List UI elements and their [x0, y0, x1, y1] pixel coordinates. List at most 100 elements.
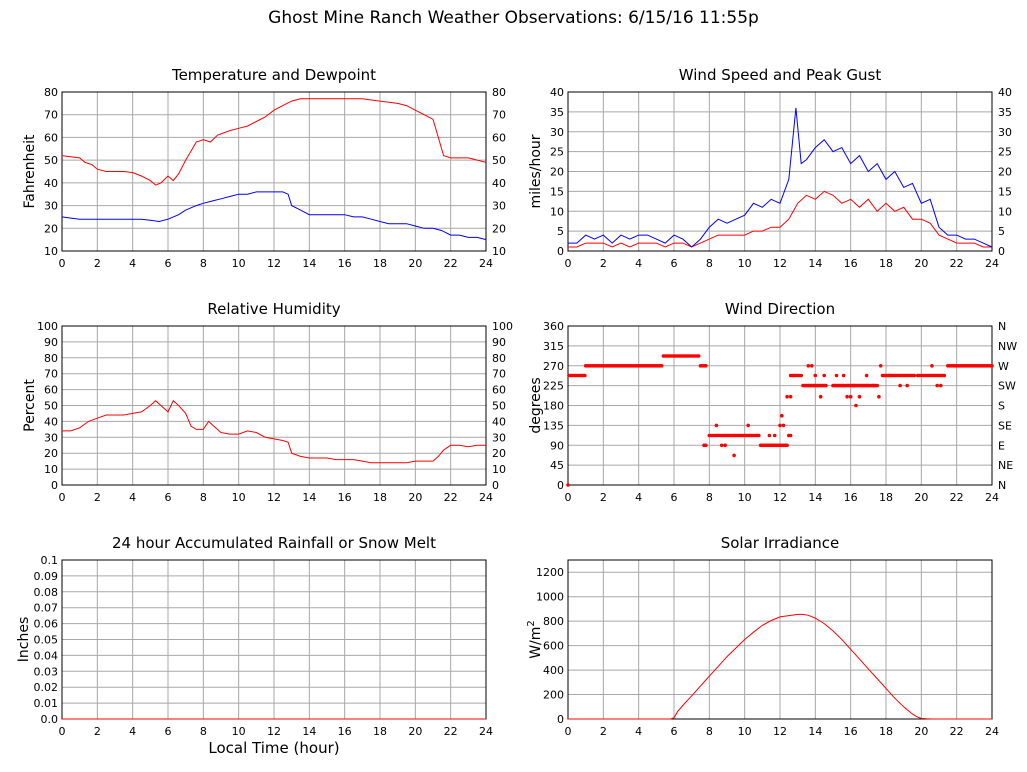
direction-point [930, 364, 934, 368]
direction-point [905, 383, 909, 388]
y-tick-label: 0.05 [34, 634, 59, 647]
x-tick-label: 6 [671, 257, 678, 270]
y-tick-label: 0.03 [34, 665, 59, 678]
direction-point [824, 383, 828, 388]
x-tick-label: 8 [200, 725, 207, 738]
direction-point [845, 394, 849, 399]
y-axis-label: miles/hour [528, 134, 544, 208]
right-tick-label: 40 [998, 86, 1012, 99]
series-line-0 [61, 98, 487, 186]
y-axis-label-text: W/m [528, 627, 544, 659]
y-tick-label: 0 [51, 479, 58, 492]
x-tick-label: 6 [671, 491, 678, 504]
x-tick-label: 0 [565, 257, 572, 270]
direction-point [778, 423, 782, 428]
y-axis-label: Percent [22, 379, 38, 432]
y-axis-label-text: degrees [528, 377, 544, 433]
compass-tick-label: SW [998, 380, 1016, 393]
right-tick-label: 70 [492, 109, 506, 122]
direction-point [788, 433, 793, 438]
right-tick-label: 10 [492, 245, 506, 258]
x-tick-label: 14 [302, 257, 316, 270]
y-tick-label: 20 [44, 447, 58, 460]
direction-point [854, 403, 858, 408]
direction-point [822, 373, 826, 378]
y-tick-label: 30 [44, 200, 58, 213]
right-tick-label: 30 [492, 200, 506, 213]
direction-point [813, 373, 818, 378]
direction-point [659, 364, 664, 368]
chart-title: Temperature and Dewpoint [171, 66, 376, 84]
x-tick-label: 12 [773, 725, 787, 738]
direction-point [714, 423, 719, 428]
y-tick-label: 1000 [536, 591, 564, 604]
x-tick-label: 16 [338, 725, 352, 738]
x-tick-label: 14 [808, 491, 822, 504]
right-tick-label: 25 [998, 146, 1012, 159]
y-tick-label: 0.09 [34, 570, 59, 583]
y-tick-label: 200 [543, 689, 564, 702]
direction-point [732, 453, 736, 458]
direction-point [799, 373, 803, 378]
y-tick-label: 180 [543, 400, 564, 413]
direction-point [780, 413, 784, 418]
x-tick-label: 24 [479, 725, 493, 738]
series-line-0 [568, 613, 992, 720]
y-tick-label: 0.1 [41, 554, 59, 567]
x-tick-label: 4 [129, 725, 136, 738]
chart-title: Wind Speed and Peak Gust [679, 66, 882, 84]
y-tick-label: 20 [550, 166, 564, 179]
x-tick-label: 4 [635, 725, 642, 738]
y-tick-label: 0.06 [34, 618, 59, 631]
y-tick-label: 15 [550, 185, 564, 198]
y-tick-label: 25 [550, 146, 564, 159]
rainfall-chart: 24 hour Accumulated Rainfall or Snow Mel… [16, 534, 493, 757]
x-tick-label: 0 [59, 725, 66, 738]
x-tick-label: 2 [94, 491, 101, 504]
right-tick-label: 70 [492, 368, 506, 381]
direction-point [912, 373, 917, 378]
y-axis-label-text: Fahrenheit [22, 134, 38, 209]
direction-point [746, 423, 750, 428]
direction-point [875, 383, 879, 388]
y-tick-label: 270 [543, 360, 564, 373]
y-tick-label: 10 [44, 463, 58, 476]
x-tick-label: 24 [985, 725, 999, 738]
x-tick-label: 12 [267, 491, 281, 504]
y-tick-label: 800 [543, 615, 564, 628]
compass-tick-label: NE [998, 459, 1013, 472]
x-tick-label: 16 [844, 257, 858, 270]
x-tick-label: 4 [129, 257, 136, 270]
x-tick-label: 4 [635, 491, 642, 504]
x-tick-label: 18 [373, 491, 387, 504]
plot-frame [61, 91, 487, 252]
right-tick-label: 15 [998, 185, 1012, 198]
plot-frame [567, 559, 993, 720]
direction-point [783, 443, 788, 448]
right-tick-label: 20 [492, 447, 506, 460]
y-tick-label: 40 [44, 177, 58, 190]
x-tick-label: 6 [165, 725, 172, 738]
x-tick-label: 16 [338, 491, 352, 504]
x-tick-label: 18 [373, 257, 387, 270]
direction-point [939, 383, 943, 388]
direction-point [857, 394, 862, 399]
y-tick-label: 90 [44, 336, 58, 349]
y-axis-label-superscript: 2 [526, 620, 537, 626]
compass-tick-label: S [998, 400, 1005, 413]
x-tick-label: 14 [302, 491, 316, 504]
x-tick-label: 4 [635, 257, 642, 270]
y-tick-label: 60 [44, 384, 58, 397]
x-tick-label: 18 [879, 491, 893, 504]
x-tick-label: 24 [985, 257, 999, 270]
x-tick-label: 6 [165, 491, 172, 504]
compass-tick-label: W [998, 360, 1009, 373]
direction-point [719, 443, 724, 448]
y-tick-label: 100 [37, 320, 58, 333]
y-axis-label-text: Percent [22, 379, 38, 432]
y-axis-label-text: Inches [16, 617, 32, 662]
y-tick-label: 45 [550, 459, 564, 472]
x-tick-label: 16 [844, 491, 858, 504]
x-tick-label: 10 [232, 725, 246, 738]
